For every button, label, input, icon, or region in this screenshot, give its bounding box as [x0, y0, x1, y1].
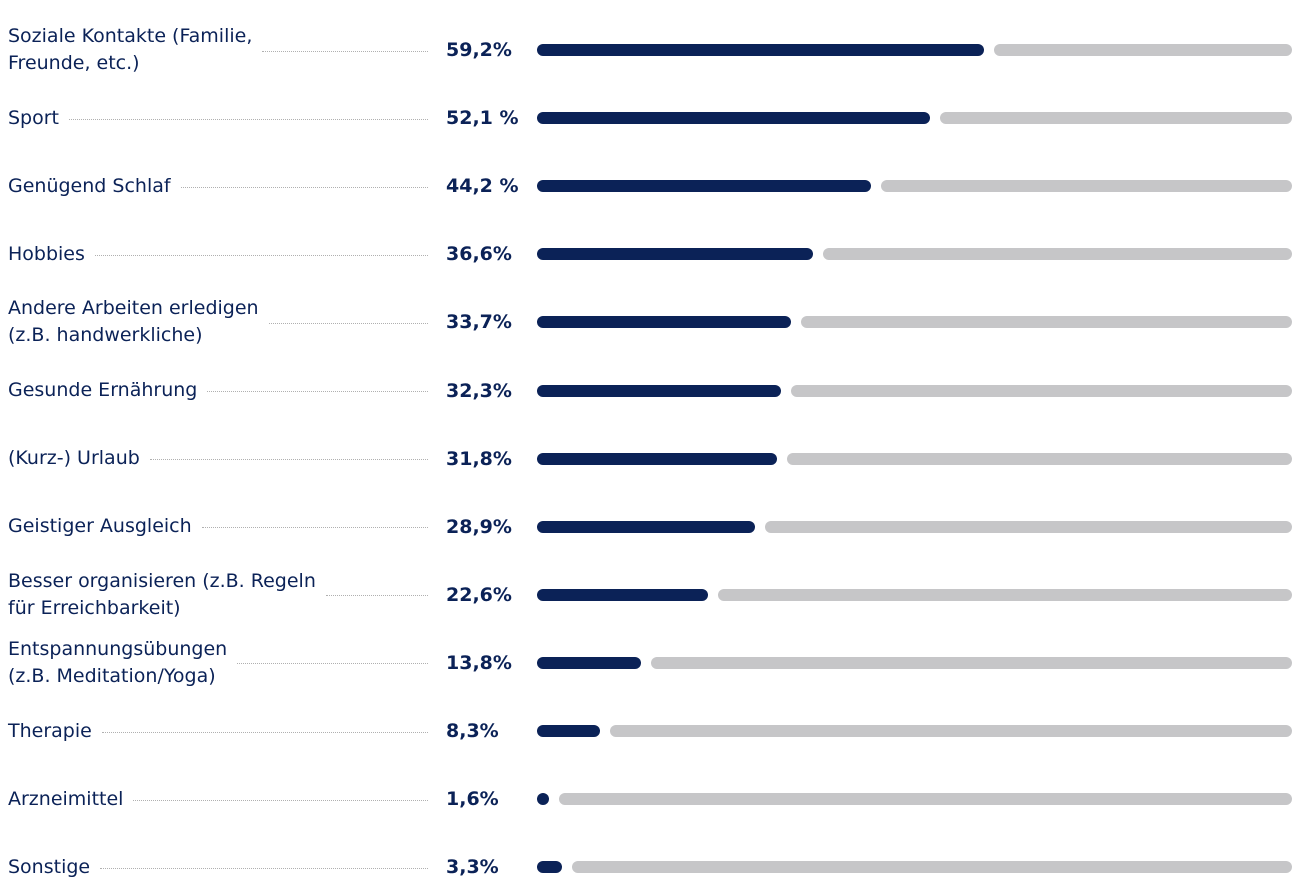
bar: [537, 725, 600, 737]
bar: [537, 452, 778, 465]
category-text: Besser organisieren (z.B. Regeln für Err…: [8, 569, 316, 619]
bar-row: Sport 52,1 %: [0, 88, 1299, 148]
bar: [537, 248, 814, 261]
category-label: Geistiger Ausgleich: [8, 497, 428, 557]
category-label: Hobbies: [8, 224, 428, 284]
bar: [537, 656, 642, 669]
category-text: Sonstige: [8, 855, 91, 878]
leader-dots: [100, 867, 428, 869]
category-text: Arzneimittel: [8, 787, 124, 810]
category-text: Gesunde Ernährung: [8, 379, 198, 401]
leader-dots: [133, 799, 428, 801]
bar: [537, 793, 550, 806]
value-label: 8,3%: [446, 720, 499, 742]
value-label: 36,6%: [446, 243, 512, 266]
bar-remainder: [790, 384, 1292, 397]
bar: [537, 520, 756, 533]
category-label: (Kurz-) Urlaub: [8, 429, 428, 489]
bar-remainder: [801, 316, 1292, 329]
value-label: 33,7%: [446, 311, 512, 334]
category-label: Therapie: [8, 701, 428, 761]
bar-row: Andere Arbeiten erledigen (z.B. handwerk…: [0, 292, 1299, 352]
bar-row: Sonstige 3,3%: [0, 837, 1299, 879]
leader-dots: [69, 118, 428, 120]
bar-row: (Kurz-) Urlaub 31,8%: [0, 429, 1299, 489]
bar-row: Therapie 8,3%: [0, 701, 1299, 761]
category-label: Soziale Kontakte (Familie, Freunde, etc.…: [8, 20, 428, 80]
bar-row: Soziale Kontakte (Familie, Freunde, etc.…: [0, 20, 1299, 80]
bar-remainder: [823, 248, 1292, 261]
category-text: Entspannungsübungen (z.B. Meditation/Yog…: [8, 637, 228, 687]
bar-row: Arzneimittel 1,6%: [0, 769, 1299, 829]
bar: [537, 44, 984, 56]
bar-remainder: [940, 112, 1292, 125]
value-label: 13,8%: [446, 651, 512, 674]
category-label: Entspannungsübungen (z.B. Meditation/Yog…: [8, 633, 428, 693]
bar-row: Geistiger Ausgleich 28,9%: [0, 497, 1299, 557]
value-label: 3,3%: [446, 856, 499, 879]
category-text: Therapie: [8, 719, 92, 742]
category-text: Hobbies: [8, 242, 85, 265]
value-label: 22,6%: [446, 583, 512, 606]
bar-remainder: [717, 588, 1292, 601]
bar: [537, 588, 708, 601]
bar-remainder: [571, 861, 1292, 874]
leader-dots: [207, 391, 428, 392]
leader-dots: [325, 595, 428, 597]
value-label: 32,3%: [446, 379, 512, 402]
bar-remainder: [993, 44, 1292, 56]
bar: [537, 316, 792, 329]
leader-dots: [101, 731, 428, 733]
value-label: 1,6%: [446, 788, 499, 811]
value-label: 59,2%: [446, 39, 512, 61]
category-label: Andere Arbeiten erledigen (z.B. handwerk…: [8, 292, 428, 352]
bar: [537, 112, 931, 125]
bar-row: Genügend Schlaf 44,2 %: [0, 156, 1299, 216]
category-label: Sonstige: [8, 837, 428, 879]
category-text: Andere Arbeiten erledigen (z.B. handwerk…: [8, 297, 259, 347]
bar-remainder: [765, 520, 1292, 533]
bar-remainder: [880, 180, 1292, 193]
value-label: 52,1 %: [446, 107, 519, 130]
category-text: (Kurz-) Urlaub: [8, 447, 140, 470]
bar: [537, 180, 871, 193]
leader-dots: [149, 459, 428, 461]
category-label: Genügend Schlaf: [8, 156, 428, 216]
bar-row: Besser organisieren (z.B. Regeln für Err…: [0, 565, 1299, 625]
bar-row: Gesunde Ernährung 32,3%: [0, 361, 1299, 421]
bar-row: Hobbies 36,6%: [0, 224, 1299, 284]
leader-dots: [180, 186, 428, 188]
bar-remainder: [787, 452, 1292, 465]
bar-row: Entspannungsübungen (z.B. Meditation/Yog…: [0, 633, 1299, 693]
bar-remainder: [609, 725, 1292, 737]
leader-dots: [94, 254, 428, 256]
leader-dots: [201, 527, 428, 529]
category-text: Sport: [8, 106, 60, 129]
category-text: Soziale Kontakte (Familie, Freunde, etc.…: [8, 25, 253, 74]
leader-dots: [262, 50, 428, 52]
bar: [537, 861, 562, 874]
bar-remainder: [651, 656, 1292, 669]
value-label: 44,2 %: [446, 175, 519, 198]
category-label: Sport: [8, 88, 428, 148]
category-text: Genügend Schlaf: [8, 174, 171, 197]
value-label: 31,8%: [446, 447, 512, 470]
category-label: Arzneimittel: [8, 769, 428, 829]
category-text: Geistiger Ausgleich: [8, 515, 192, 538]
leader-dots: [268, 322, 428, 324]
leader-dots: [237, 663, 428, 665]
value-label: 28,9%: [446, 515, 512, 538]
bar-remainder: [559, 793, 1292, 806]
category-label: Besser organisieren (z.B. Regeln für Err…: [8, 565, 428, 625]
bar: [537, 384, 781, 397]
category-label: Gesunde Ernährung: [8, 361, 428, 421]
